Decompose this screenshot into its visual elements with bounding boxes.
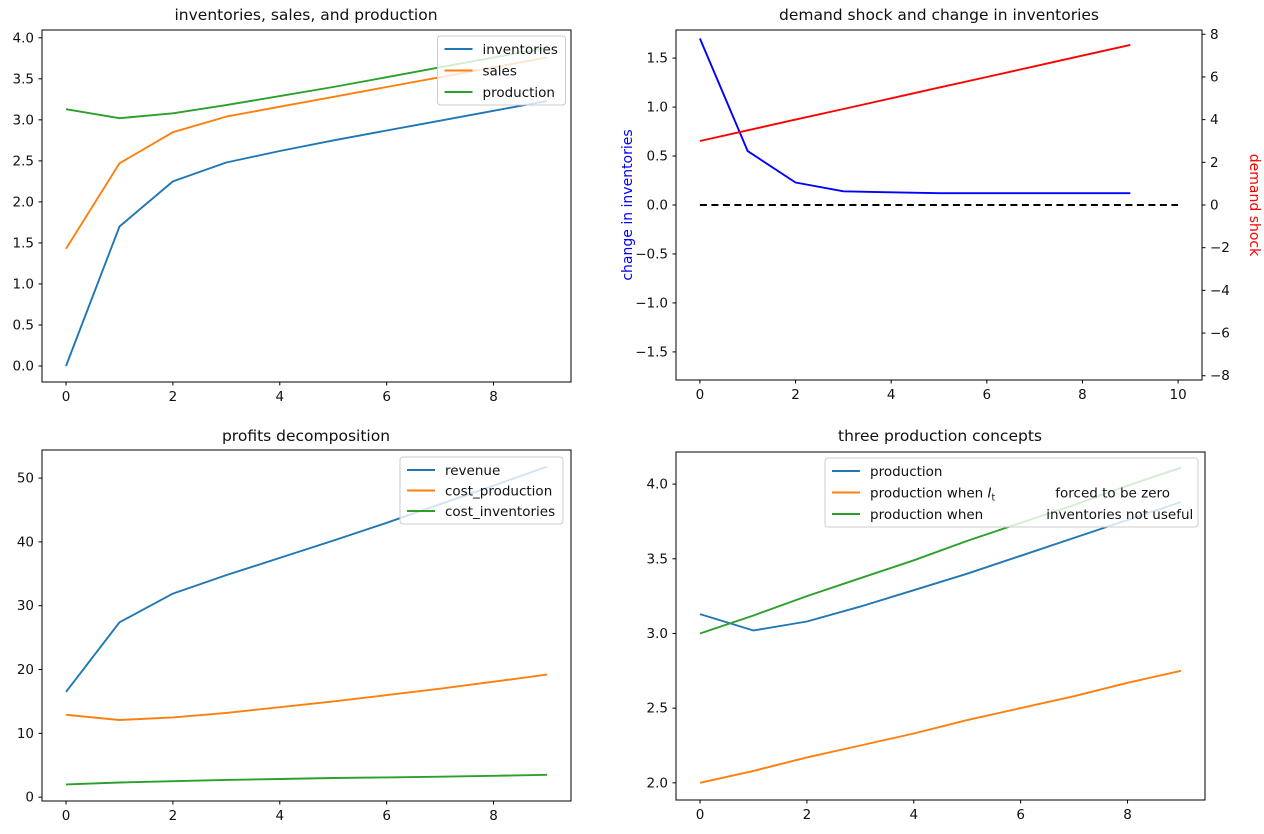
subplot-demand-shock-and-change-in-inventories: 0 2 4 6 8 10 −1.5 −1.0 −0.5 0.0 0.5 1.0 1.5 −8 −6 −4 −2 0… bbox=[620, 27, 1262, 403]
legend-label-inventories: inventories bbox=[483, 42, 558, 58]
y-right-tick-label: 4 bbox=[1210, 112, 1219, 128]
legend-label-revenue: revenue bbox=[445, 463, 500, 479]
x-tick-label: 0 bbox=[696, 807, 705, 823]
series-line-inventories bbox=[65, 100, 548, 367]
y-tick-label: 30 bbox=[17, 598, 34, 614]
axes-frame bbox=[41, 449, 572, 802]
y-tick-label: −1.0 bbox=[635, 295, 668, 311]
y-tick-label: 1.0 bbox=[647, 100, 668, 116]
legend-box bbox=[824, 457, 1199, 528]
x-tick-label: 8 bbox=[489, 389, 498, 405]
y-tick-label: 40 bbox=[17, 534, 34, 550]
legend: inventories sales production bbox=[437, 35, 566, 106]
legend-label-cost-production: cost_production bbox=[445, 484, 552, 500]
y-tick-label: 0 bbox=[25, 790, 34, 806]
legend-box bbox=[437, 35, 566, 106]
y-right-tick-label: 0 bbox=[1210, 198, 1219, 214]
y-tick-label: −0.5 bbox=[635, 246, 668, 262]
y-axis-label-right: demand shock bbox=[1246, 154, 1262, 257]
x-tick-label: 6 bbox=[382, 808, 391, 824]
x-tick-label: 8 bbox=[489, 808, 498, 824]
subplot-title-three-production-concepts: three production concepts bbox=[838, 427, 1042, 445]
y-tick-label: 3.5 bbox=[647, 551, 668, 567]
axes-frame bbox=[675, 451, 1206, 801]
y-tick-label: 2.5 bbox=[13, 153, 34, 169]
y-tick-label: 1.5 bbox=[647, 51, 668, 67]
x-tick-label: 8 bbox=[1078, 387, 1087, 403]
series-line-cost-production bbox=[65, 673, 548, 721]
legend-label-production-when-i-t-forced-to-be-zero: production when It forced to be zero bbox=[870, 486, 1170, 504]
y-tick-label: 2.5 bbox=[647, 701, 668, 717]
x-tick-label: 6 bbox=[983, 387, 992, 403]
y-tick-label: 4.0 bbox=[647, 477, 668, 493]
y-right-tick-label: −4 bbox=[1210, 283, 1230, 299]
subplot-three-production-concepts: 0 2 4 6 82.02.53.03.54.0productionproduction… bbox=[647, 451, 1206, 823]
y-tick-label: 2.0 bbox=[13, 194, 34, 210]
x-tick-label: 0 bbox=[696, 387, 705, 403]
y-tick-label: 1.5 bbox=[13, 235, 34, 251]
y-tick-label: 3.0 bbox=[13, 112, 34, 128]
series-line-change-in-inventories bbox=[699, 38, 1131, 195]
y-axis-label-left: change in inventories bbox=[620, 129, 636, 280]
y-tick-label: −1.5 bbox=[635, 344, 668, 360]
series-line-demand-shock bbox=[699, 43, 1131, 142]
y-tick-label: 0.5 bbox=[13, 317, 34, 333]
y-tick-label: 0.0 bbox=[647, 198, 668, 214]
y-tick-label: 0.0 bbox=[13, 359, 34, 375]
subplot-inventories-sales-and-production: 0 2 4 6 8 0.0 0.5 1.0 1.5 2.0 2.5 3.0 3.5 4.0 inventor… bbox=[13, 29, 572, 405]
legend-label-production-when-inventories-not-useful: production when inventories not useful bbox=[870, 507, 1193, 523]
x-tick-label: 4 bbox=[275, 808, 284, 824]
y-tick-label: 20 bbox=[17, 662, 34, 678]
x-tick-label: 6 bbox=[382, 389, 391, 405]
legend-label-cost-inventories: cost_inventories bbox=[445, 504, 555, 520]
legend: production production when It forced to be… bbox=[824, 457, 1199, 528]
series-line-production-when-i-t-forced-to-be-zero bbox=[699, 669, 1182, 784]
axes-frame bbox=[41, 29, 572, 383]
y-tick-label: 1.0 bbox=[13, 276, 34, 292]
y-right-tick-label: 2 bbox=[1210, 155, 1219, 171]
subplot-profits-decomposition: 0 2 4 6 8 0 10 20 30 40 50 revenue cost_productionco… bbox=[17, 449, 572, 824]
legend: revenue cost_production cost_inventories bbox=[399, 456, 564, 525]
x-tick-label: 0 bbox=[62, 808, 71, 824]
y-right-tick-label: −2 bbox=[1210, 240, 1230, 256]
y-right-tick-label: 6 bbox=[1210, 69, 1219, 85]
x-tick-label: 2 bbox=[169, 389, 178, 405]
y-right-tick-label: −6 bbox=[1210, 326, 1230, 342]
legend-label-production: production bbox=[483, 85, 556, 101]
x-tick-label: 8 bbox=[1123, 807, 1132, 823]
subplot-title-inventories-sales-production: inventories, sales, and production bbox=[174, 6, 438, 24]
y-tick-label: 3.0 bbox=[647, 626, 668, 642]
series-line-production bbox=[699, 501, 1182, 632]
y-tick-label: 3.5 bbox=[13, 71, 34, 87]
axes-frame bbox=[675, 29, 1203, 381]
subplot-title-demand-shock: demand shock and change in inventories bbox=[779, 6, 1099, 24]
x-tick-label: 4 bbox=[909, 807, 918, 823]
y-tick-label: 2.0 bbox=[647, 775, 668, 791]
x-tick-label: 4 bbox=[275, 389, 284, 405]
y-tick-label: 10 bbox=[17, 726, 34, 742]
legend-label-production: production bbox=[870, 464, 943, 480]
x-tick-label: 2 bbox=[791, 387, 800, 403]
y-right-tick-label: −8 bbox=[1210, 368, 1230, 384]
y-right-tick-label: 8 bbox=[1210, 27, 1219, 43]
series-line-cost-inventories bbox=[65, 773, 548, 786]
x-tick-label: 0 bbox=[62, 389, 71, 405]
legend-box bbox=[399, 456, 564, 525]
y-tick-label: 50 bbox=[17, 471, 34, 487]
x-tick-label: 4 bbox=[887, 387, 896, 403]
subplot-title-profits-decomposition: profits decomposition bbox=[221, 427, 391, 445]
x-tick-label: 6 bbox=[1016, 807, 1025, 823]
x-tick-label: 2 bbox=[803, 807, 812, 823]
legend-label-sales: sales bbox=[483, 64, 517, 80]
x-tick-label: 2 bbox=[169, 808, 178, 824]
y-tick-label: 4.0 bbox=[13, 30, 34, 46]
y-tick-label: 0.5 bbox=[647, 149, 668, 165]
x-tick-label: 10 bbox=[1169, 387, 1186, 403]
